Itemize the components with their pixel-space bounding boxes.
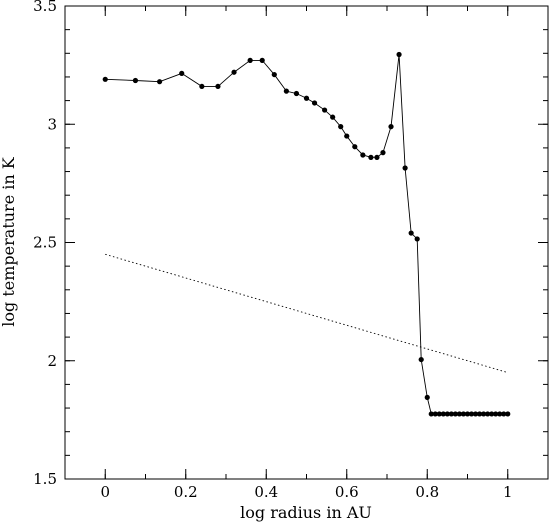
plot-frame bbox=[64, 5, 549, 480]
data-point bbox=[436, 411, 442, 417]
data-point bbox=[388, 124, 394, 130]
data-point bbox=[501, 411, 507, 417]
y-tick-label: 1.5 bbox=[33, 470, 57, 488]
data-point bbox=[132, 77, 139, 84]
data-point bbox=[271, 71, 277, 78]
data-point bbox=[428, 411, 434, 417]
data-point bbox=[497, 411, 503, 417]
data-point bbox=[476, 411, 483, 417]
x-tick-label: 1 bbox=[503, 483, 513, 501]
x-tick-label: 0.2 bbox=[174, 483, 198, 501]
data-point bbox=[283, 88, 289, 94]
y-tick-label: 3 bbox=[47, 115, 57, 133]
data-point bbox=[396, 51, 402, 58]
data-point bbox=[156, 79, 163, 85]
data-point bbox=[408, 230, 414, 236]
temperature-profile-line bbox=[105, 54, 508, 415]
data-point bbox=[414, 236, 420, 242]
data-point bbox=[352, 144, 358, 150]
data-point bbox=[102, 76, 108, 82]
data-point bbox=[493, 411, 499, 417]
data-point bbox=[448, 411, 454, 417]
data-point bbox=[418, 356, 424, 363]
data-point bbox=[247, 57, 253, 63]
data-point bbox=[344, 133, 350, 139]
data-point bbox=[440, 411, 446, 417]
data-point bbox=[460, 411, 467, 417]
x-tick-label: 0.6 bbox=[335, 483, 359, 501]
data-point bbox=[468, 411, 475, 417]
axis-ticks bbox=[64, 5, 549, 480]
y-tick-label: 2.5 bbox=[33, 234, 57, 252]
data-point bbox=[199, 83, 205, 90]
x-tick-label: 0.8 bbox=[415, 483, 439, 501]
data-point bbox=[330, 114, 336, 120]
data-point bbox=[179, 70, 185, 76]
data-point bbox=[293, 90, 300, 97]
series-layer bbox=[102, 51, 511, 417]
x-tick-label: 0 bbox=[100, 483, 110, 501]
data-point bbox=[481, 411, 487, 417]
data-point bbox=[489, 411, 495, 417]
data-point bbox=[322, 107, 328, 113]
data-point bbox=[380, 150, 386, 156]
dotted-reference-line bbox=[105, 253, 508, 374]
data-point bbox=[311, 100, 318, 106]
data-point bbox=[374, 154, 380, 160]
data-point bbox=[231, 69, 237, 75]
data-point bbox=[215, 83, 221, 90]
x-tick-label: 0.4 bbox=[254, 483, 278, 501]
data-point bbox=[259, 57, 265, 63]
data-point bbox=[472, 411, 479, 417]
data-point bbox=[402, 165, 408, 171]
data-point bbox=[424, 394, 430, 401]
data-point bbox=[303, 95, 310, 101]
y-tick-label: 3.5 bbox=[33, 0, 57, 15]
data-point bbox=[452, 411, 459, 417]
x-axis-label: log radius in AU bbox=[240, 503, 372, 522]
data-point bbox=[444, 411, 450, 417]
data-point bbox=[432, 411, 438, 417]
data-point bbox=[368, 154, 374, 160]
data-point bbox=[360, 152, 366, 158]
data-point bbox=[338, 124, 344, 130]
y-tick-label: 2 bbox=[47, 352, 57, 370]
data-point bbox=[464, 411, 471, 417]
axis-tick-labels: 0 0.2 0.4 0.6 0.8 1 1.5 2 2.5 3 3.5 bbox=[33, 0, 512, 501]
data-point bbox=[505, 411, 511, 417]
y-axis-label: log temperature in K bbox=[0, 156, 18, 326]
data-point bbox=[456, 411, 463, 417]
data-point bbox=[485, 411, 491, 417]
